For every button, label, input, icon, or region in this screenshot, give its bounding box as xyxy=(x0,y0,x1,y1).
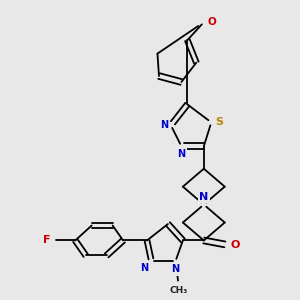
Text: O: O xyxy=(207,17,216,27)
Text: CH₃: CH₃ xyxy=(169,286,188,295)
Text: N: N xyxy=(140,263,148,273)
Text: N: N xyxy=(199,192,208,202)
Text: O: O xyxy=(231,240,240,250)
Text: N: N xyxy=(160,120,168,130)
Text: N: N xyxy=(171,264,179,274)
Text: F: F xyxy=(43,236,50,245)
Text: S: S xyxy=(215,117,223,128)
Text: N: N xyxy=(177,149,185,159)
